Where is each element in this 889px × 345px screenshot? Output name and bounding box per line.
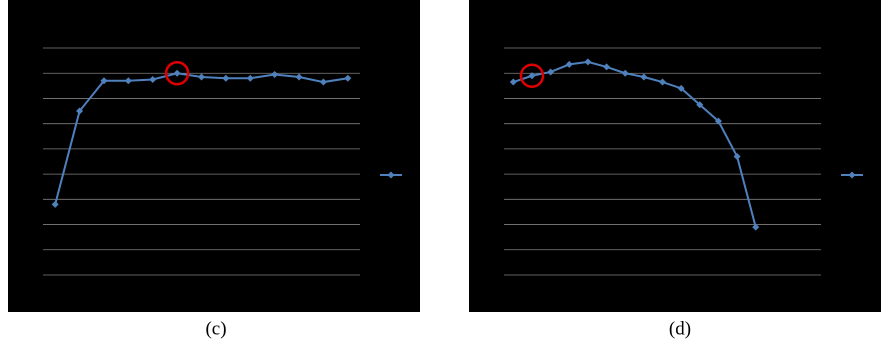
data-point [733,152,741,160]
data-point [198,73,205,81]
data-point [752,223,760,231]
data-point [528,72,536,80]
caption: (d) [669,318,691,339]
data-point [677,84,685,92]
data-point [100,77,108,85]
data-point [659,78,666,86]
data-point [565,60,573,68]
panel-d [469,0,881,312]
data-point [603,63,611,71]
data-point [547,68,555,76]
data-point [696,101,704,109]
data-point [621,69,629,77]
data-point [714,117,722,125]
data-point [222,74,230,82]
data-point [51,200,59,208]
data-point [246,74,254,82]
panel-c [8,0,420,312]
data-point [640,73,648,81]
data-point [509,78,517,86]
data-point [271,70,279,78]
data-point [319,78,327,86]
data-point [295,73,303,81]
data-point [76,107,84,115]
series-line [513,60,757,228]
data-point [124,77,132,85]
data-point [344,74,352,82]
highlight-circle [519,63,545,88]
legend-marker [387,171,395,179]
caption: (c) [205,318,226,339]
data-point [173,69,181,77]
highlight-circle [164,60,190,86]
legend-marker [848,171,856,179]
data-point [149,76,157,84]
data-point [584,58,592,66]
